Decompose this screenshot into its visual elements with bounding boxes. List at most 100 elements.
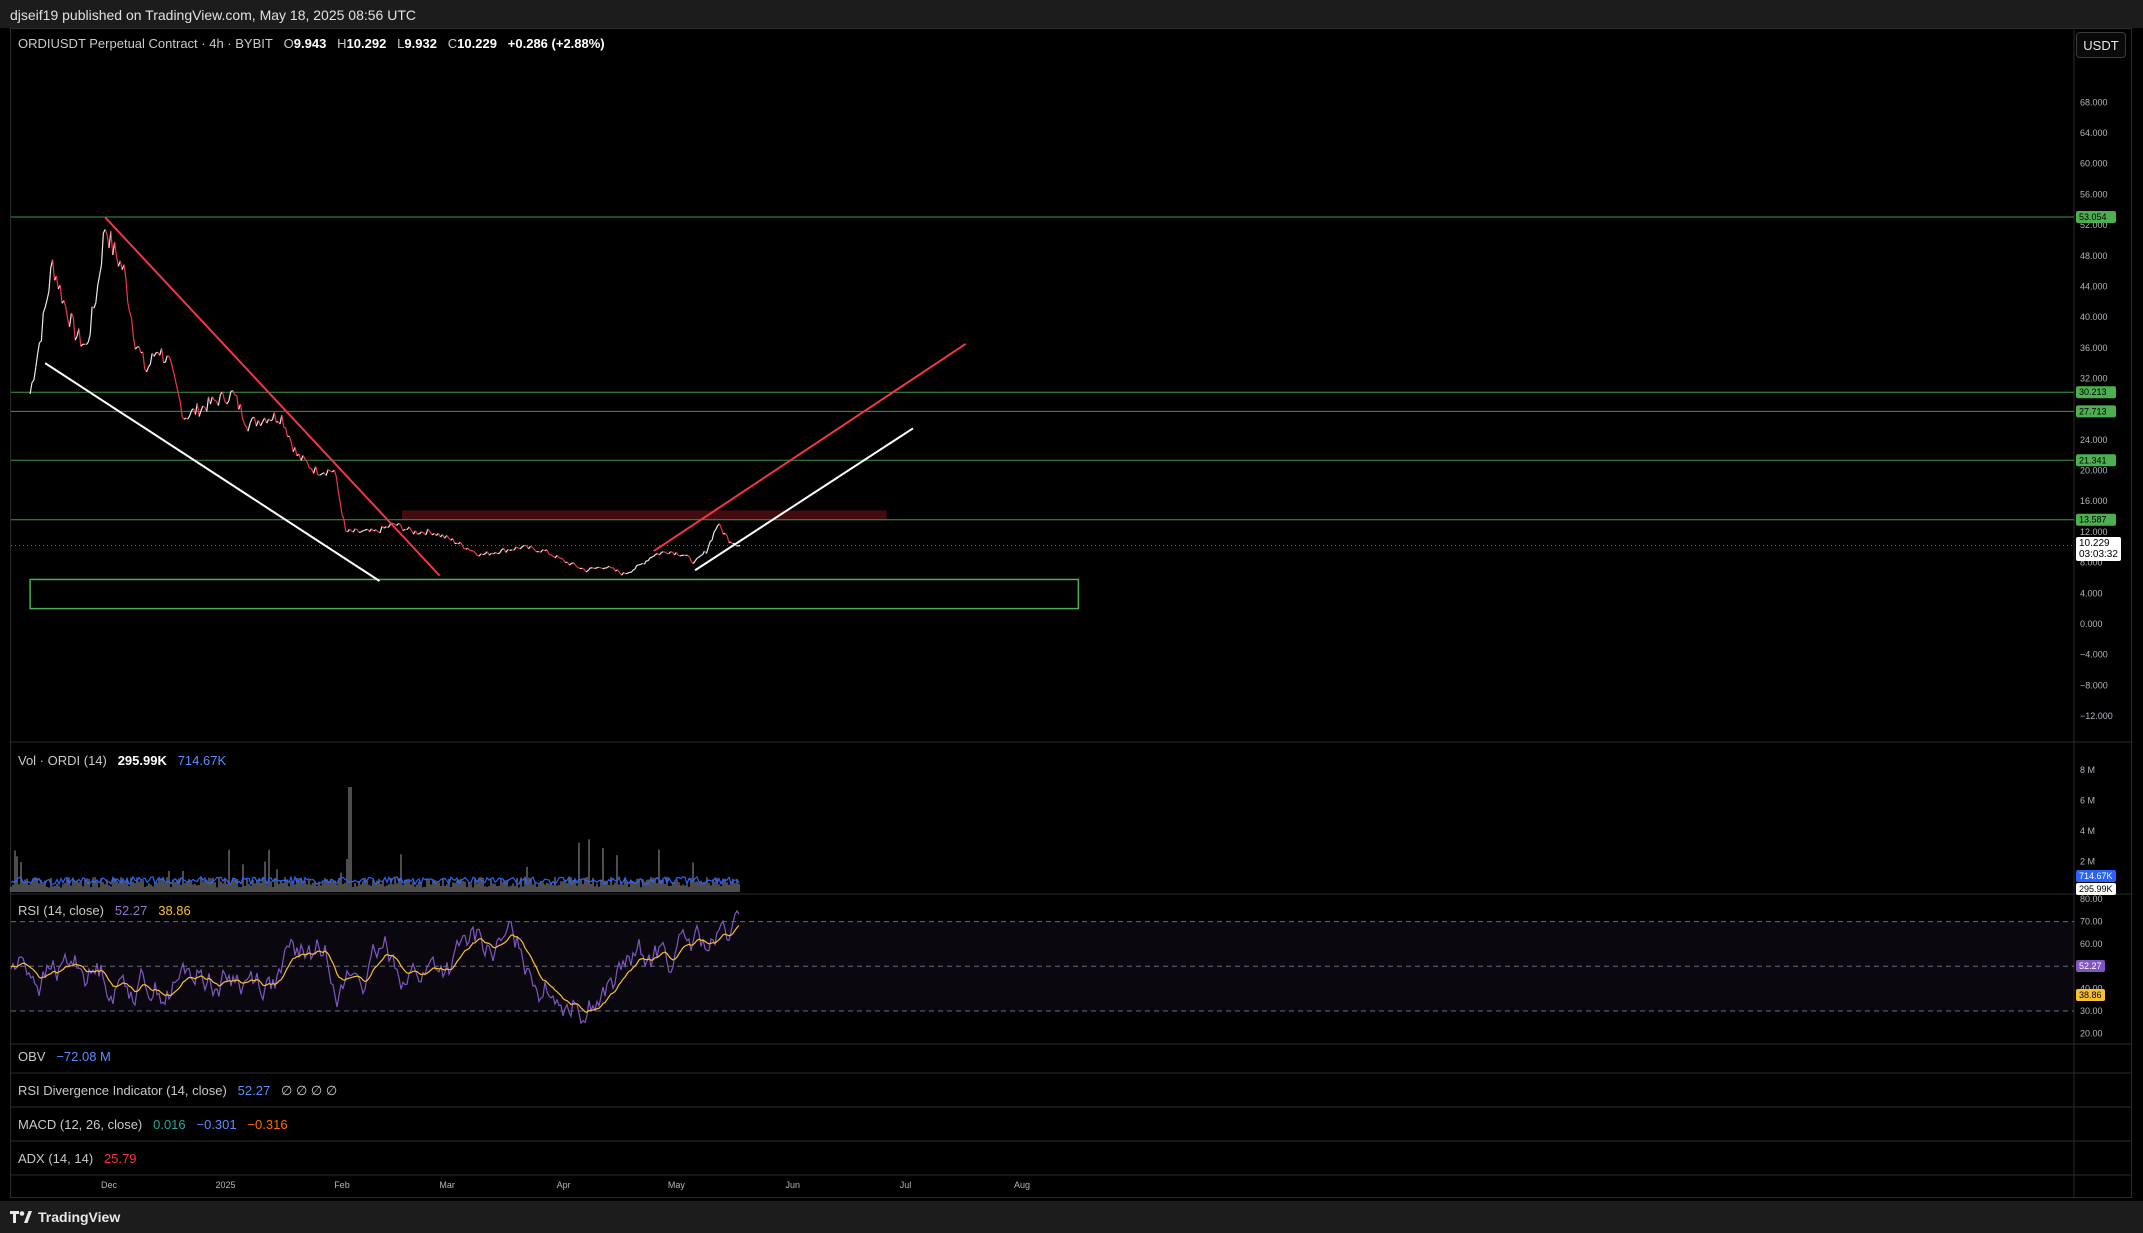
price-candle-segment	[349, 528, 352, 532]
price-candle-segment	[493, 551, 496, 555]
price-candle-segment	[548, 553, 552, 556]
price-candle-segment	[187, 415, 191, 420]
price-candle-segment	[398, 522, 402, 526]
price-candle-segment	[325, 469, 329, 476]
price-candle-segment	[31, 379, 35, 383]
volume-legend[interactable]: Vol · ORDI (14) 295.99K 714.67K	[18, 753, 226, 768]
price-candle-segment	[696, 556, 700, 559]
price-candle-segment	[655, 553, 658, 555]
price-candle-segment	[429, 531, 433, 536]
currency-unit-button[interactable]: USDT	[2076, 32, 2126, 58]
price-candle-segment	[670, 551, 673, 553]
price-candle-segment	[640, 562, 643, 565]
level-tag-label: 13.587	[2079, 515, 2107, 525]
price-candle-segment	[467, 547, 471, 551]
price-candle-segment	[132, 337, 136, 350]
price-candle-segment	[373, 529, 377, 532]
trendline	[694, 427, 914, 572]
price-candle-segment	[396, 522, 400, 526]
price-candle-segment	[142, 352, 146, 369]
price-axis-tick-label: 44.000	[2080, 281, 2108, 291]
price-candle-segment	[138, 346, 142, 353]
price-candle-segment	[85, 341, 89, 345]
price-candle-segment	[499, 549, 503, 554]
price-candle-segment	[700, 554, 703, 557]
price-candle-segment	[542, 549, 546, 552]
price-candle-segment	[200, 405, 204, 411]
price-candle-segment	[556, 555, 560, 559]
price-candle-segment	[300, 455, 304, 461]
tradingview-logo[interactable]: TradingView	[10, 1209, 120, 1225]
price-candle-segment	[213, 399, 217, 402]
price-candle-segment	[166, 355, 170, 358]
price-candle-segment	[546, 549, 550, 555]
price-candle-segment	[164, 355, 168, 363]
price-candle-segment	[698, 555, 702, 558]
price-candle-segment	[634, 564, 638, 570]
price-candle-segment	[249, 417, 253, 424]
price-candle-segment	[333, 469, 337, 477]
chart-frame	[10, 28, 2132, 1198]
price-candle-segment	[560, 557, 564, 561]
price-candle-segment	[129, 311, 133, 319]
price-candle-segment	[189, 410, 193, 416]
date-axis-tick-label: Jun	[786, 1180, 801, 1190]
rsi-legend[interactable]: RSI (14, close) 52.27 38.86	[18, 903, 191, 918]
price-candle-segment	[179, 402, 183, 418]
price-candle-segment	[221, 391, 226, 402]
date-axis-tick-label: Apr	[557, 1180, 571, 1190]
price-candle-segment	[709, 539, 713, 542]
price-candle-segment	[668, 551, 672, 555]
rsi-axis-tick-label: 30.00	[2080, 1006, 2103, 1016]
rsi-value: 52.27	[114, 903, 148, 918]
price-candle-segment	[343, 518, 347, 531]
macd-legend[interactable]: MACD (12, 26, close) 0.016 −0.301 −0.316	[18, 1117, 288, 1132]
price-candle-segment	[573, 562, 577, 566]
obv-legend[interactable]: OBV −72.08 M	[18, 1049, 111, 1064]
price-candle-segment	[365, 528, 368, 531]
price-candle-segment	[176, 385, 180, 395]
price-candle-segment	[651, 555, 655, 558]
price-candle-segment	[486, 551, 490, 556]
price-candle-segment	[375, 529, 379, 532]
price-candle-segment	[170, 361, 174, 370]
price-candle-segment	[93, 302, 97, 309]
price-candle-segment	[236, 395, 240, 410]
price-candle-segment	[294, 447, 298, 456]
trendline	[104, 216, 441, 577]
price-candle-segment	[653, 553, 657, 557]
price-candle-segment	[675, 552, 679, 556]
price-candle-segment	[715, 525, 719, 530]
price-candle-segment	[239, 404, 243, 418]
price-candle-segment	[643, 560, 647, 565]
price-candle-segment	[95, 285, 99, 303]
obv-label: OBV	[18, 1049, 46, 1064]
price-candle-segment	[123, 264, 127, 280]
date-axis-tick-label: 2025	[215, 1180, 235, 1190]
price-candle-segment	[260, 421, 264, 427]
price-axis-tick-label: 16.000	[2080, 496, 2108, 506]
rsi-divergence-legend[interactable]: RSI Divergence Indicator (14, close) 52.…	[18, 1083, 337, 1099]
volume-axis-tick-label: 2 M	[2080, 857, 2095, 867]
price-candle-segment	[172, 369, 176, 378]
price-candle-segment	[257, 420, 262, 427]
date-axis-tick-label: Dec	[101, 1180, 118, 1190]
price-candle-segment	[37, 342, 41, 355]
volume-ma-tag: 714.67K	[2076, 870, 2116, 882]
price-candle-segment	[177, 394, 181, 403]
price-candle-segment	[678, 554, 681, 557]
adx-legend[interactable]: ADX (14, 14) 25.79	[18, 1151, 137, 1166]
price-axis-tick-label: 32.000	[2080, 373, 2108, 383]
symbol-title[interactable]: ORDIUSDT Perpetual Contract · 4h · BYBIT	[18, 36, 273, 51]
price-candle-segment	[517, 547, 521, 550]
price-candle-segment	[478, 553, 482, 557]
price-candle-segment	[615, 569, 618, 572]
price-candle-segment	[519, 546, 523, 550]
price-candle-segment	[202, 405, 206, 408]
price-candle-segment	[687, 554, 690, 558]
price-axis-tick-label: 12.000	[2080, 527, 2108, 537]
price-candle-segment	[473, 550, 476, 554]
price-candle-segment	[304, 459, 308, 463]
price-candle-segment	[658, 552, 662, 556]
